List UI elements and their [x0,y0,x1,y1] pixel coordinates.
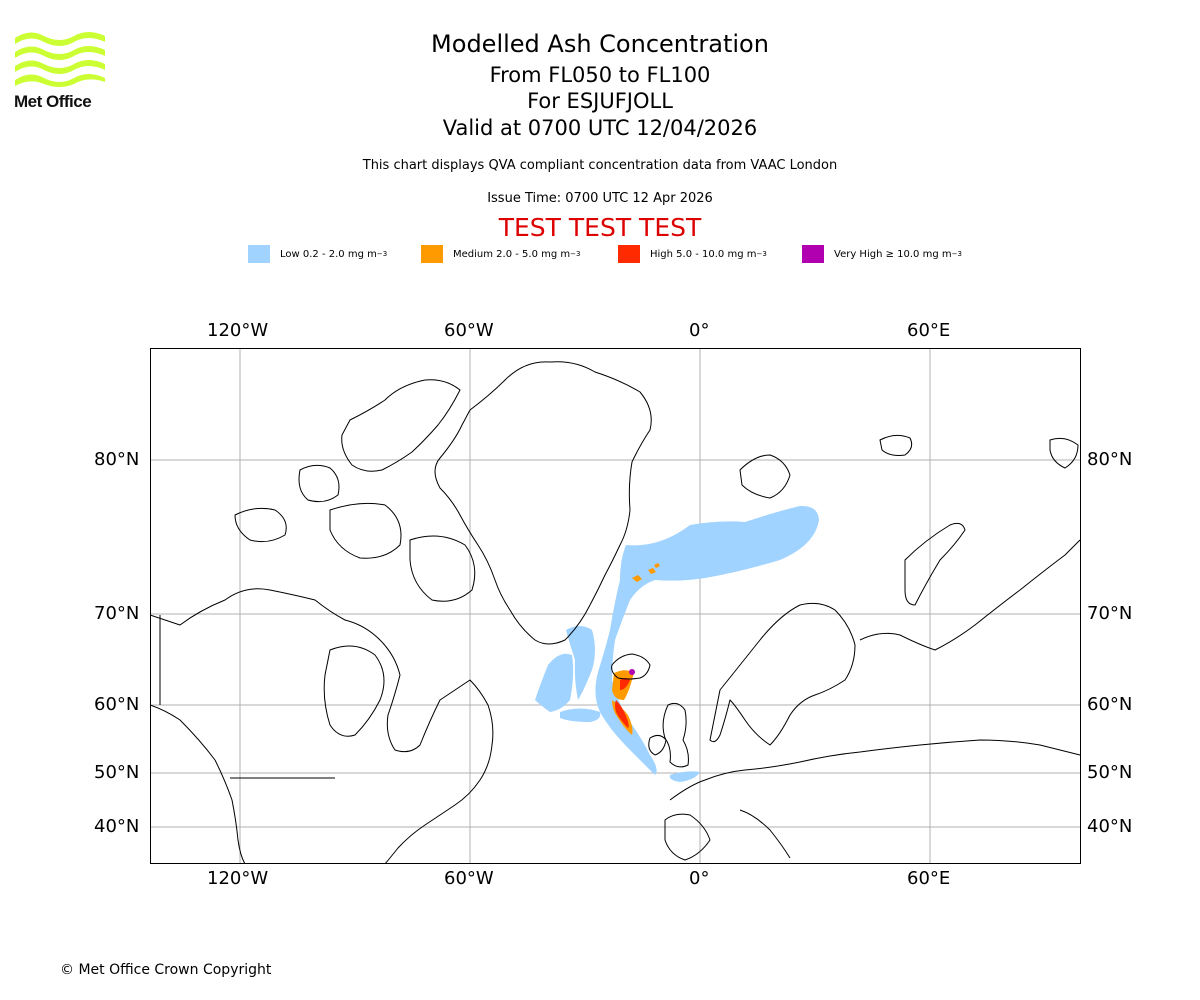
lat-label-right-50n: 50°N [1087,762,1133,783]
ash-patch-atlantic [560,708,601,722]
ash-high-iceland [620,678,630,690]
lat-label-right-40n: 40°N [1087,816,1133,837]
lon-label-top-0: 0° [689,320,710,341]
lat-label-left-70n: 70°N [94,603,140,624]
test-banner: TEST TEST TEST [498,213,702,242]
lon-label-top-60e: 60°E [907,320,951,341]
map-frame [150,348,1081,864]
ash-very-high-source [629,669,635,675]
ash-patch-english-channel [669,771,700,782]
legend-label-very-high: Very High ≥ 10.0 mg m [834,248,952,260]
lat-label-right-70n: 70°N [1087,603,1133,624]
legend-item-very-high: Very High ≥ 10.0 mg m −3 [802,244,962,264]
lon-label-bottom-60w: 60°W [444,868,494,889]
lon-label-top-120w: 120°W [207,320,269,341]
legend-label-high: High 5.0 - 10.0 mg m [650,248,757,260]
legend-item-low: Low 0.2 - 2.0 mg m −3 [248,244,387,264]
russia-arctic-coast [859,539,1081,651]
ash-patch-greenland-south [566,626,595,700]
logo-text: Met Office [14,92,92,111]
chart-description: This chart displays QVA compliant concen… [362,158,838,173]
lat-label-right-80n: 80°N [1087,449,1133,470]
valid-time: Valid at 0700 UTC 12/04/2026 [442,116,758,140]
legend-unit-exponent: −3 [376,250,388,258]
iceland-coast [611,653,651,680]
legend-label-low: Low 0.2 - 2.0 mg m [280,248,377,260]
lon-label-bottom-60e: 60°E [907,868,951,889]
ireland-coast [648,734,667,756]
baffin-island-coast [409,535,476,602]
legend-unit-exponent: −3 [570,250,581,258]
lat-label-left-60n: 60°N [94,694,140,715]
legend-swatch-medium [421,245,443,263]
lat-label-left-40n: 40°N [94,816,140,837]
lat-label-left-50n: 50°N [94,762,140,783]
ash-high-concentration-area [615,678,630,728]
lon-label-bottom-120w: 120°W [207,868,269,889]
legend-item-medium: Medium 2.0 - 5.0 mg m −3 [421,244,580,264]
novaya-zemlya-coast [904,522,966,606]
banks-island-coast [234,507,287,543]
lon-label-top-60w: 60°W [444,320,494,341]
ash-very-high-concentration-area [629,669,635,675]
legend-unit-exponent: −3 [756,250,767,258]
lon-label-bottom-0: 0° [689,868,710,889]
legend-swatch-low [248,245,270,263]
lat-label-right-60n: 60°N [1087,694,1133,715]
legend-swatch-high [618,245,640,263]
europe-north-coast [669,739,1081,801]
coastlines [150,361,1081,864]
legend-swatch-very-high [802,245,824,263]
victoria-island-coast [329,502,402,559]
svalbard-coast [739,454,791,499]
ash-medium-specks [632,563,660,582]
great-britain-coast [662,702,689,768]
issue-time: Issue Time: 0700 UTC 12 Apr 2026 [487,191,713,206]
lat-label-left-80n: 80°N [94,449,140,470]
ash-high-plume [615,700,629,728]
legend-label-medium: Medium 2.0 - 5.0 mg m [453,248,571,260]
flight-level-range: From FL050 to FL100 [489,63,711,87]
met-office-logo-icon [15,32,105,87]
franz-josef-land-coast [879,434,913,456]
copyright-notice: © Met Office Crown Copyright [60,962,272,978]
ash-patch-labrador-sea [535,653,574,712]
legend-unit-exponent: −3 [951,250,962,258]
hudson-bay-coast [323,645,385,737]
iberia-coast [664,813,711,861]
legend-item-high: High 5.0 - 10.0 mg m −3 [618,244,767,264]
ellesmere-island-coast [341,379,461,472]
italy-coast [739,809,791,859]
chart-title: Modelled Ash Concentration [431,30,769,58]
volcano-name: For ESJUFJOLL [527,89,673,113]
scandinavia-coast [709,602,856,746]
greenland-coast [434,361,652,645]
north-america-coast [150,588,494,864]
arctic-island-coast [298,464,340,503]
ash-concentration-map [150,348,1081,864]
severnaya-zemlya-coast [1049,437,1079,469]
